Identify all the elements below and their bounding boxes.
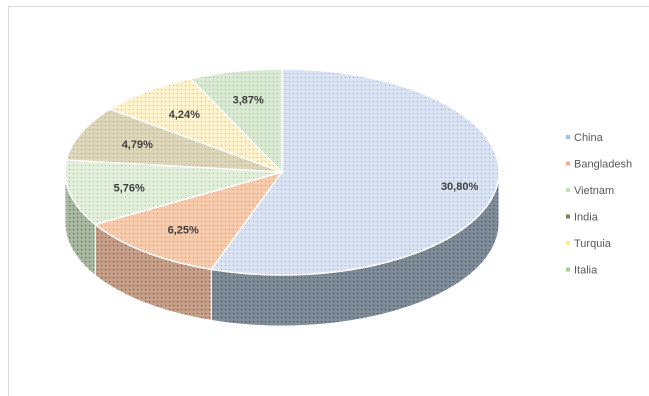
data-label-china: 30,80%: [441, 181, 479, 193]
legend-item-italia: Italia: [566, 265, 598, 277]
pie-slice-texture-bangladesh: [93, 170, 284, 271]
data-labels: 30,80% 6,25% 5,76% 4,79% 4,24% 3,87%: [114, 95, 479, 237]
legend-item-turquia: Turquia: [566, 238, 612, 250]
legend: China Bangladesh Vietnam India Turquia Italia: [566, 132, 632, 277]
pie-slice-texture-turquia: [108, 77, 283, 173]
legend-label-vietnam: Vietnam: [574, 185, 614, 197]
pie-slice-texture-italia: [188, 68, 283, 174]
pie-slice-texture-china: [209, 68, 500, 276]
legend-item-china: China: [566, 132, 604, 144]
data-label-vietnam: 5,76%: [114, 182, 145, 194]
legend-swatch-italia: [566, 267, 570, 272]
legend-label-china: China: [574, 132, 604, 144]
legend-swatch-india: [566, 214, 570, 219]
data-label-turquia: 4,24%: [169, 109, 200, 121]
data-label-italia: 3,87%: [233, 95, 264, 107]
pie-slice-texture-vietnam: [64, 159, 283, 226]
legend-swatch-china: [566, 135, 570, 139]
pie-slice-texture-india: [65, 108, 283, 173]
legend-swatch-turquia: [566, 241, 570, 245]
data-label-bangladesh: 6,25%: [168, 224, 199, 236]
legend-item-india: India: [566, 212, 599, 224]
legend-swatch-bangladesh: [566, 161, 570, 166]
legend-item-bangladesh: Bangladesh: [566, 159, 632, 171]
data-label-india: 4,79%: [122, 139, 153, 151]
legend-item-vietnam: Vietnam: [566, 185, 614, 197]
legend-swatch-vietnam: [566, 188, 570, 192]
legend-label-italia: Italia: [574, 265, 598, 277]
legend-label-bangladesh: Bangladesh: [574, 159, 632, 171]
legend-label-india: India: [574, 212, 599, 224]
legend-label-turquia: Turquia: [574, 238, 612, 250]
pie-tops: [64, 68, 500, 276]
